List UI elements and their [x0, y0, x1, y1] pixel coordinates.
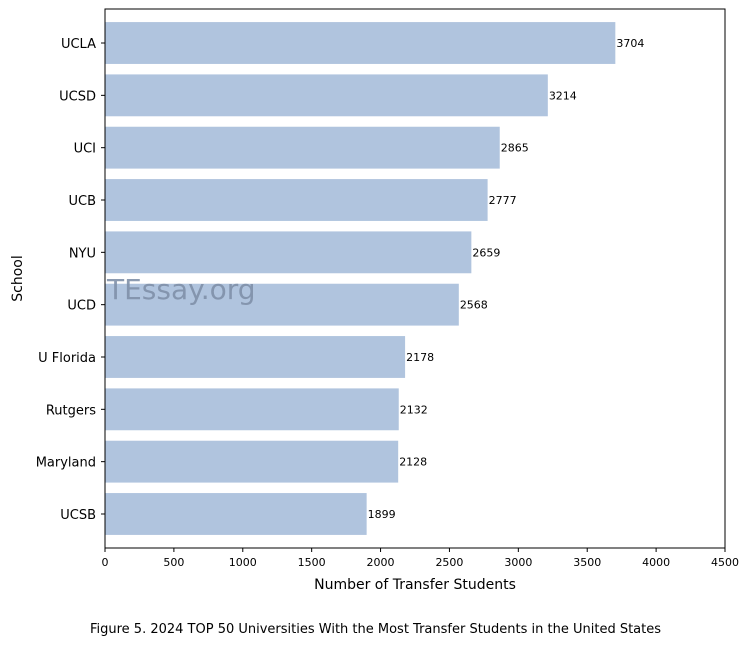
- y-tick-label: UCB: [68, 194, 96, 209]
- bar-ucsb: [105, 493, 367, 535]
- value-label: 3704: [616, 37, 644, 50]
- value-label: 2777: [489, 194, 517, 207]
- value-label: 2132: [400, 403, 428, 416]
- y-tick-label: Maryland: [36, 456, 96, 471]
- bars-group: [105, 22, 616, 535]
- bar-ucd: [105, 283, 459, 326]
- y-tick-label: UCLA: [61, 37, 96, 52]
- y-axis-ticks: UCLA UCSD UCI UCB NYU UCD U Florida Rutgers Mary…: [36, 37, 105, 523]
- y-tick-label: UCD: [67, 299, 96, 314]
- value-label: 2128: [399, 456, 427, 469]
- bar-ucb: [105, 179, 488, 221]
- y-tick-label: UCI: [74, 142, 96, 157]
- x-tick-label: 3000: [504, 556, 532, 569]
- bar-chart: 3704 3214 2865 2777 2659 2568 2178 2132 2128 1899…: [10, 8, 739, 593]
- bar-ucla: [105, 22, 616, 64]
- bar-u-florida: [105, 336, 406, 378]
- bar-nyu: [105, 231, 472, 274]
- y-tick-label: U Florida: [38, 351, 96, 366]
- bar-rutgers: [105, 388, 399, 431]
- plot-frame: [104, 8, 726, 549]
- x-tick-label: 0: [102, 556, 109, 569]
- value-labels-group: 3704 3214 2865 2777 2659 2568 2178 2132 2128 1899: [368, 37, 645, 521]
- x-axis-ticks: 0 500 1000 1500 2000 2500 3000 3500 4000 4500: [102, 548, 739, 569]
- x-tick-label: 2000: [367, 556, 395, 569]
- bar-uci: [105, 126, 500, 169]
- x-tick-label: 1000: [229, 556, 257, 569]
- value-label: 2178: [406, 351, 434, 364]
- value-label: 2659: [472, 246, 500, 259]
- x-tick-label: 500: [163, 556, 184, 569]
- y-tick-label: UCSD: [59, 89, 96, 104]
- x-tick-label: 2500: [435, 556, 463, 569]
- value-label: 2568: [460, 299, 488, 312]
- watermark-text: TEssay.org: [106, 273, 256, 306]
- x-tick-label: 1500: [298, 556, 326, 569]
- y-tick-label: NYU: [69, 246, 96, 261]
- bar-ucsd: [105, 74, 548, 117]
- y-tick-label: Rutgers: [46, 403, 96, 418]
- x-tick-label: 4000: [642, 556, 670, 569]
- figure-caption: Figure 5. 2024 TOP 50 Universities With …: [89, 622, 662, 637]
- y-tick-label: UCSB: [60, 508, 96, 523]
- bar-maryland: [105, 440, 399, 483]
- y-axis-label: School: [10, 255, 26, 301]
- value-label: 2865: [501, 142, 529, 155]
- x-tick-label: 3500: [573, 556, 601, 569]
- value-label: 1899: [368, 508, 396, 521]
- x-axis-label: Number of Transfer Students: [314, 577, 516, 593]
- x-tick-label: 4500: [711, 556, 739, 569]
- value-label: 3214: [549, 89, 577, 102]
